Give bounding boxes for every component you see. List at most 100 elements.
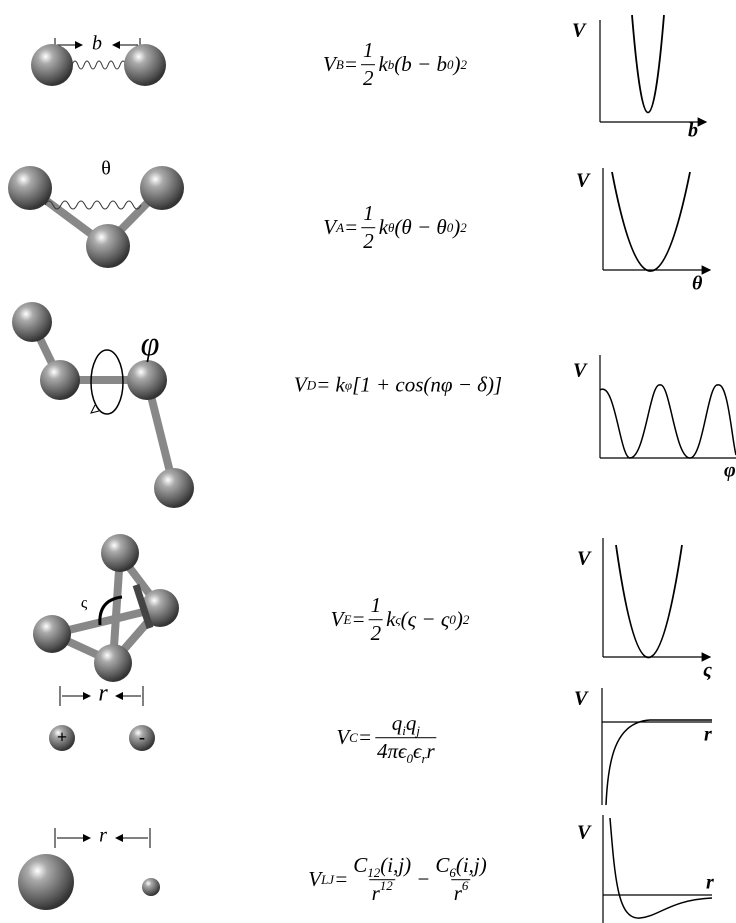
formula-text: ) <box>455 607 463 632</box>
formula-text: V <box>323 215 337 240</box>
coulomb-molecule <box>49 686 155 751</box>
y-axis-label: V <box>577 822 592 844</box>
denominator: r12 <box>369 878 395 908</box>
formula-text: [1 + cos(nφ − δ)] <box>352 372 503 397</box>
formula-text: = <box>357 725 372 750</box>
fraction: qiqj 4πϵ0ϵrr <box>374 710 437 767</box>
improper-molecule <box>33 534 179 682</box>
numerator: 1 <box>361 37 376 64</box>
x-axis-label: r <box>706 872 714 894</box>
denominator: 2 <box>360 64 376 93</box>
formula-text: − <box>416 867 431 892</box>
numerator: qiqj <box>390 710 422 737</box>
formula: V LJ = C12(i,j) r12 − C6(i,j) r6 <box>308 852 492 908</box>
numerator: C6(i,j) <box>433 852 488 879</box>
formula-text: 1 <box>363 201 374 226</box>
dihedral-label: φ <box>141 326 160 363</box>
formula-text: = <box>334 867 349 892</box>
formula-text: 2 <box>370 621 382 646</box>
graphs <box>599 14 736 923</box>
formula-text: C <box>353 853 368 878</box>
charge-label: + <box>57 727 67 747</box>
formula-text: C <box>435 853 450 878</box>
numerator: 1 <box>369 592 384 619</box>
subscript: r <box>421 751 427 767</box>
formula-text: (b − b <box>394 52 447 77</box>
formula-text: (i,j) <box>455 853 487 878</box>
formula-text: (θ − θ <box>394 215 447 240</box>
formula-text: r <box>453 881 462 906</box>
fraction: C12(i,j) r12 <box>351 852 413 908</box>
formula-text: V <box>336 725 350 750</box>
angle-molecule <box>8 166 184 268</box>
formula-text: q <box>405 711 417 736</box>
denominator: 2 <box>368 619 384 648</box>
x-axis-label: ς <box>703 660 712 682</box>
denominator: 2 <box>361 227 376 256</box>
dihedral-molecule <box>12 302 194 508</box>
angle-label: θ <box>101 158 111 180</box>
formula-text: k <box>378 215 389 240</box>
formula-text: ) <box>453 215 461 240</box>
x-axis-label: b <box>688 120 698 142</box>
formula-text: k <box>386 607 396 632</box>
distance-label: r <box>98 681 108 707</box>
subscript: j <box>416 723 420 739</box>
subscript: i <box>402 723 406 739</box>
formula-text: V <box>323 52 336 77</box>
formula-text: 2 <box>362 66 374 91</box>
formula-text: r <box>371 881 380 906</box>
fraction: C6(i,j) r6 <box>433 852 488 908</box>
y-axis-label: V <box>577 548 592 570</box>
denominator: 4πϵ0ϵrr <box>374 737 437 767</box>
subscript: 6 <box>449 865 456 881</box>
formula-text: (ς − ς <box>400 607 450 632</box>
denominator: r6 <box>451 878 471 908</box>
lj-molecule <box>18 828 160 910</box>
subscript: 12 <box>367 865 381 881</box>
formula-text: V <box>293 372 307 397</box>
superscript: 12 <box>379 878 393 894</box>
formula-text: (i,j) <box>380 853 412 878</box>
subscript: 0 <box>406 751 413 767</box>
formula-text: r <box>426 739 435 764</box>
x-axis-label: r <box>704 724 712 746</box>
numerator: C12(i,j) <box>351 852 413 879</box>
improper-label: ς <box>81 595 88 612</box>
formula-text: q <box>391 711 403 736</box>
formula-text: = <box>343 52 358 77</box>
formula-text: V <box>330 607 344 632</box>
formula-text: = <box>344 215 359 240</box>
y-axis-label: V <box>573 360 588 382</box>
formula-text: = k <box>316 372 345 397</box>
numerator: 1 <box>361 200 376 227</box>
y-axis-label: V <box>574 688 589 710</box>
x-axis-label: θ <box>692 273 703 295</box>
formula-text: 1 <box>370 593 382 618</box>
formula-text: ϵ <box>412 739 422 764</box>
formula-text: 2 <box>363 229 374 254</box>
y-axis-label: V <box>576 170 591 192</box>
y-axis-label: V <box>572 20 587 42</box>
formula-text: = <box>351 607 366 632</box>
formula-text: 4πϵ <box>376 739 407 764</box>
charge-label: - <box>139 727 145 747</box>
distance-label: r <box>99 825 107 847</box>
x-axis-label: φ <box>724 460 736 482</box>
formula-text: V <box>308 867 322 892</box>
formula-text: 1 <box>362 38 374 63</box>
formula-text: ) <box>453 52 461 77</box>
superscript: 6 <box>461 878 469 894</box>
bond-molecule <box>31 38 166 86</box>
bond-label: b <box>92 33 102 55</box>
formula-text: k <box>378 52 388 77</box>
